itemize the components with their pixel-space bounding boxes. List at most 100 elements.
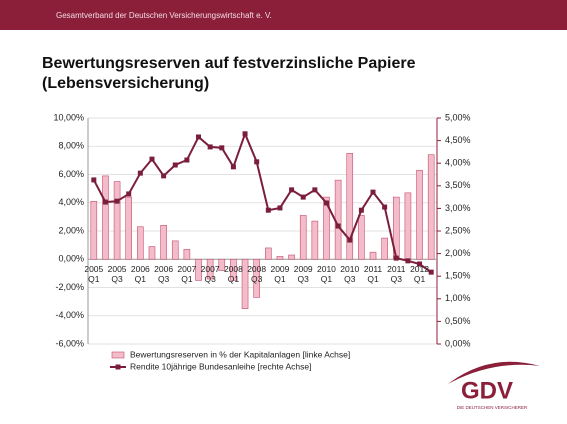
- line-marker: [242, 131, 248, 137]
- y-tick-label: -2,00%: [55, 282, 84, 292]
- line-marker: [358, 207, 364, 213]
- line-marker: [428, 269, 434, 275]
- line-marker: [114, 198, 120, 204]
- legend-label: Bewertungsreserven in % der Kapitalanlag…: [130, 349, 350, 359]
- x-tick-label: 2007 Q3: [200, 264, 220, 285]
- bar: [90, 201, 98, 260]
- y2-tick-label: 2,50%: [445, 225, 471, 235]
- bar: [299, 215, 307, 260]
- x-tick-label: 2009 Q1: [270, 264, 290, 285]
- bar: [369, 251, 377, 260]
- x-tick-label: 2006 Q3: [154, 264, 174, 285]
- line-marker: [137, 170, 143, 176]
- bar: [171, 240, 179, 260]
- y2-tick-label: 3,00%: [445, 203, 471, 213]
- legend-label: Rendite 10jährige Bundesanleihe [rechte …: [130, 361, 311, 371]
- bar: [195, 258, 202, 281]
- y-tick-label: 6,00%: [58, 169, 84, 179]
- x-tick-label: 2005 Q1: [84, 264, 104, 285]
- bar: [358, 215, 365, 260]
- y2-tick-label: 1,00%: [445, 293, 471, 303]
- y-tick-label: -4,00%: [55, 310, 84, 320]
- legend-swatch: [111, 351, 125, 359]
- line-marker: [207, 144, 213, 150]
- bar: [288, 254, 295, 260]
- line-marker: [417, 261, 423, 267]
- bar: [230, 258, 237, 281]
- line-marker: [230, 164, 236, 170]
- logo-text: GDV: [461, 377, 513, 404]
- bar: [125, 196, 133, 260]
- line-marker: [335, 223, 341, 229]
- line-marker: [149, 156, 155, 162]
- line-marker: [196, 134, 202, 140]
- bar: [427, 154, 435, 260]
- line-marker: [254, 159, 260, 165]
- line-marker: [312, 187, 318, 193]
- y2-tick-label: 4,00%: [445, 158, 471, 168]
- bar: [218, 258, 226, 271]
- chart-title: Bewertungsreserven auf festverzinsliche …: [42, 55, 416, 92]
- header-bar: Gesamtverband der Deutschen Versicherung…: [0, 0, 567, 30]
- bar: [241, 258, 249, 309]
- line-marker: [370, 189, 376, 195]
- y2-tick-label: 0,50%: [445, 316, 471, 326]
- line-marker: [219, 145, 225, 151]
- bar: [311, 220, 319, 260]
- y2-tick-label: 1,50%: [445, 271, 471, 281]
- y-tick-label: 8,00%: [58, 141, 84, 151]
- y-tick-label: 0,00%: [58, 254, 84, 264]
- y2-tick-label: 3,50%: [445, 180, 471, 190]
- bar: [102, 175, 109, 260]
- x-tick-label: 2010 Q3: [340, 264, 360, 285]
- bar: [265, 247, 272, 260]
- line-marker: [300, 194, 306, 200]
- y-tick-label: 4,00%: [58, 197, 84, 207]
- x-tick-label: 2010 Q1: [317, 264, 336, 285]
- x-tick-label: 2008 Q1: [223, 264, 243, 285]
- line-marker: [91, 177, 97, 183]
- y2-tick-label: 5,00%: [445, 112, 471, 122]
- bar: [404, 192, 412, 260]
- bar: [253, 258, 260, 298]
- logo-swoosh: [448, 361, 540, 384]
- x-tick-label: 2011 Q3: [387, 264, 406, 285]
- line-marker: [265, 207, 271, 213]
- x-tick-label: 2012 Q1: [410, 264, 429, 285]
- line-marker: [184, 157, 190, 163]
- y2-tick-label: 4,50%: [445, 135, 471, 145]
- bar: [276, 256, 284, 260]
- bar: [160, 225, 167, 260]
- x-tick-label: 2006 Q1: [130, 264, 150, 285]
- bar: [381, 237, 388, 260]
- bar: [137, 226, 144, 260]
- bar: [323, 196, 330, 260]
- line-marker: [102, 199, 108, 205]
- line-marker: [393, 255, 399, 261]
- y2-tick-label: 2,00%: [445, 248, 471, 258]
- x-tick-label: 2009 Q3: [293, 264, 313, 285]
- line-marker: [347, 237, 353, 243]
- line-marker: [405, 258, 411, 264]
- line-marker: [323, 200, 329, 206]
- y-tick-label: 2,00%: [58, 225, 84, 235]
- line-marker: [289, 187, 295, 193]
- line-marker: [277, 205, 283, 211]
- x-tick-label: 2007 Q1: [177, 264, 197, 285]
- x-tick-label: 2005 Q3: [107, 264, 127, 285]
- legend-swatch: [115, 364, 121, 370]
- bar: [148, 246, 156, 260]
- bar: [416, 169, 423, 260]
- line-marker: [126, 191, 132, 197]
- y-tick-label: 10,00%: [53, 112, 84, 122]
- line-marker: [161, 173, 167, 179]
- line-marker: [172, 162, 178, 168]
- x-tick-label: 2011 Q1: [363, 264, 383, 285]
- bar: [183, 249, 191, 260]
- bar: [206, 258, 214, 280]
- y2-tick-label: 0,00%: [445, 338, 471, 348]
- line-marker: [382, 204, 388, 210]
- logo-tagline: DIE DEUTSCHEN VERSICHERER: [457, 405, 528, 410]
